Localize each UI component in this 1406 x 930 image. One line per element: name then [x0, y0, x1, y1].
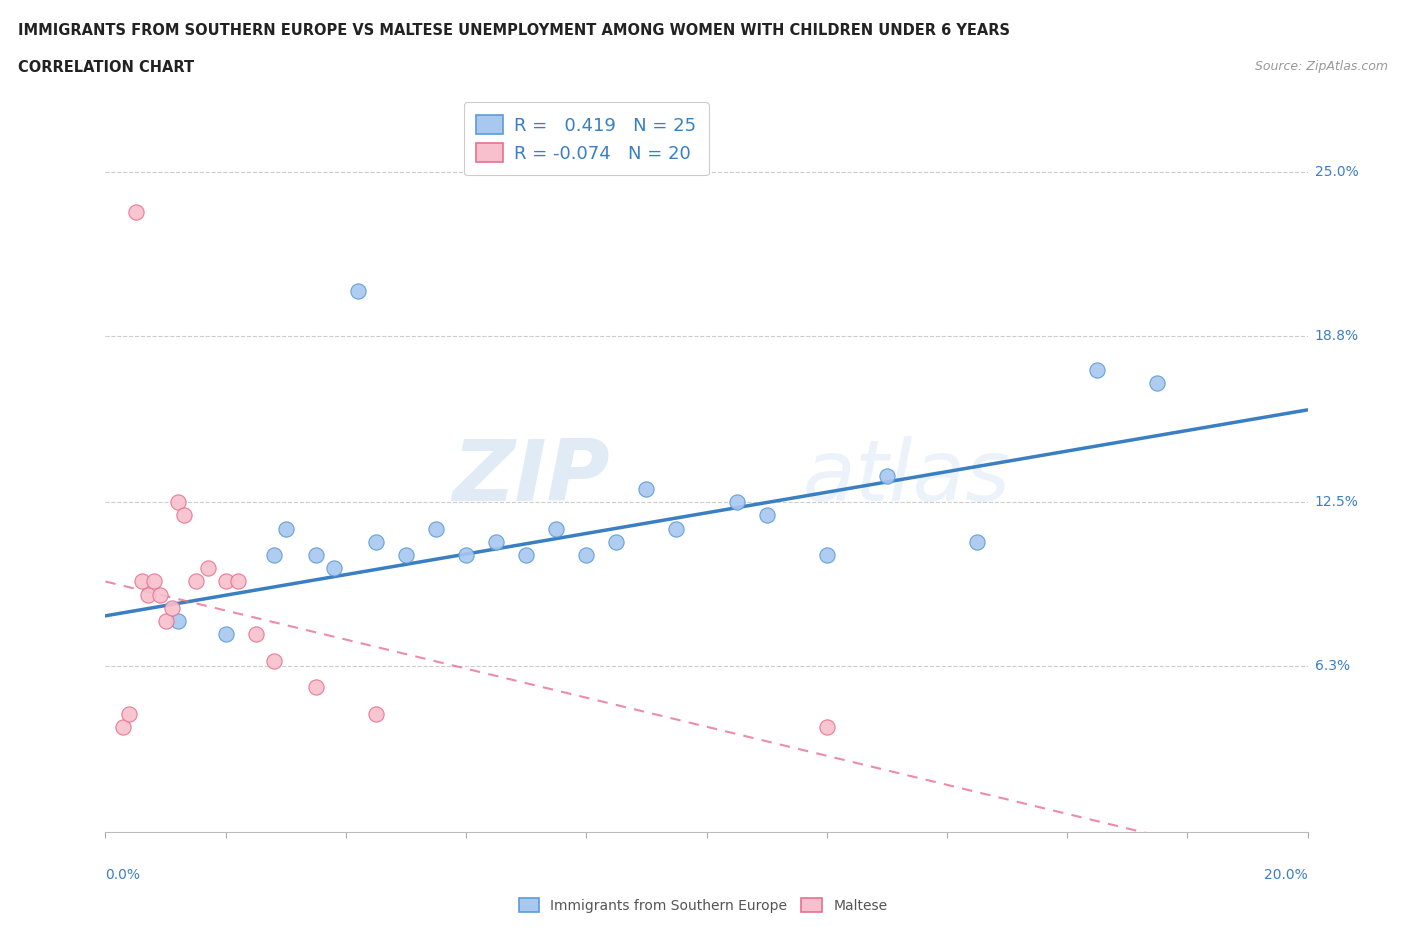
Point [546, 521, 568, 536]
Point [456, 548, 478, 563]
Text: 25.0%: 25.0% [1315, 166, 1358, 179]
Point [395, 548, 418, 563]
Text: 0.0%: 0.0% [105, 868, 141, 882]
Legend: R =   0.419   N = 25, R = -0.074   N = 20: R = 0.419 N = 25, R = -0.074 N = 20 [464, 102, 709, 175]
Text: 12.5%: 12.5% [1315, 496, 1358, 510]
Text: 20.0%: 20.0% [1264, 868, 1308, 882]
Point [118, 706, 141, 721]
Point [636, 482, 658, 497]
Point [1085, 363, 1108, 378]
Point [425, 521, 447, 536]
Point [347, 284, 370, 299]
Point [605, 535, 627, 550]
Point [725, 495, 748, 510]
Text: atlas: atlas [803, 436, 1011, 519]
Text: Source: ZipAtlas.com: Source: ZipAtlas.com [1254, 60, 1388, 73]
Point [131, 574, 153, 589]
Point [274, 521, 297, 536]
Point [226, 574, 249, 589]
Point [155, 614, 177, 629]
Point [815, 719, 838, 734]
Point [364, 535, 387, 550]
Point [665, 521, 688, 536]
Point [214, 627, 236, 642]
Point [136, 587, 159, 602]
Point [148, 587, 170, 602]
Point [305, 548, 328, 563]
Point [197, 561, 219, 576]
Point [575, 548, 598, 563]
Point [245, 627, 267, 642]
Point [263, 653, 285, 668]
Point [876, 469, 898, 484]
Point [966, 535, 988, 550]
Text: IMMIGRANTS FROM SOUTHERN EUROPE VS MALTESE UNEMPLOYMENT AMONG WOMEN WITH CHILDRE: IMMIGRANTS FROM SOUTHERN EUROPE VS MALTE… [18, 23, 1011, 38]
Point [322, 561, 344, 576]
Point [160, 601, 183, 616]
Point [166, 495, 188, 510]
Text: CORRELATION CHART: CORRELATION CHART [18, 60, 194, 75]
Point [166, 614, 188, 629]
Point [263, 548, 285, 563]
Point [173, 508, 195, 523]
Text: 6.3%: 6.3% [1315, 659, 1350, 673]
Point [1146, 376, 1168, 391]
Point [305, 680, 328, 695]
Point [214, 574, 236, 589]
Point [815, 548, 838, 563]
Point [184, 574, 207, 589]
Point [142, 574, 165, 589]
Point [124, 205, 146, 219]
Point [755, 508, 778, 523]
Point [364, 706, 387, 721]
Point [485, 535, 508, 550]
Text: ZIP: ZIP [453, 436, 610, 519]
Point [515, 548, 537, 563]
Point [112, 719, 135, 734]
Text: 18.8%: 18.8% [1315, 329, 1358, 343]
Legend: Immigrants from Southern Europe, Maltese: Immigrants from Southern Europe, Maltese [513, 893, 893, 919]
